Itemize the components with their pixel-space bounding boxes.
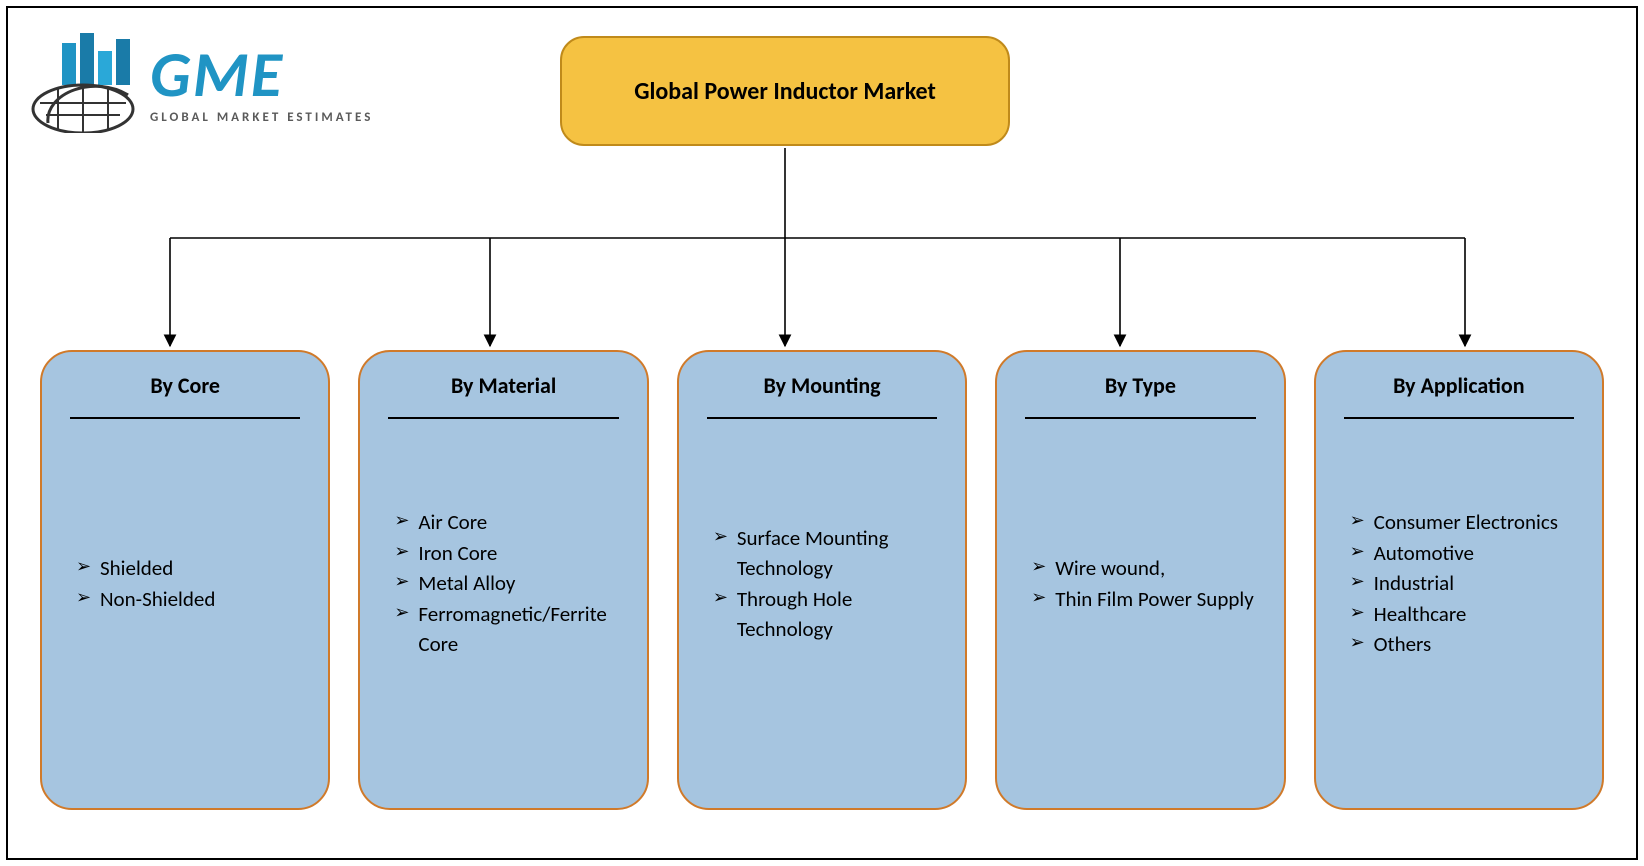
root-node: Global Power Inductor Market	[560, 36, 1010, 146]
branch-row: By Core Shielded Non-Shielded By Materia…	[40, 350, 1604, 810]
branch-items: Consumer Electronics Automotive Industri…	[1338, 419, 1580, 788]
logo-sub-text: GLOBAL MARKET ESTIMATES	[150, 111, 373, 124]
branch-items: Shielded Non-Shielded	[64, 419, 306, 788]
list-item: Others	[1350, 629, 1574, 659]
list-item: Healthcare	[1350, 599, 1574, 629]
root-label: Global Power Inductor Market	[634, 77, 936, 106]
list-item: Surface Mounting Technology	[713, 523, 937, 584]
list-item: Shielded	[76, 553, 300, 583]
logo-text: GME GLOBAL MARKET ESTIMATES	[150, 43, 373, 124]
branch-title: By Type	[1019, 372, 1261, 417]
list-item: Through Hole Technology	[713, 584, 937, 645]
list-item: Non-Shielded	[76, 584, 300, 614]
branch-by-type: By Type Wire wound, Thin Film Power Supp…	[995, 350, 1285, 810]
branch-title: By Application	[1338, 372, 1580, 417]
branch-title: By Material	[382, 372, 624, 417]
branch-items: Wire wound, Thin Film Power Supply	[1019, 419, 1261, 788]
list-item: Automotive	[1350, 538, 1574, 568]
list-item: Thin Film Power Supply	[1031, 584, 1255, 614]
branch-by-core: By Core Shielded Non-Shielded	[40, 350, 330, 810]
branch-by-mounting: By Mounting Surface Mounting Technology …	[677, 350, 967, 810]
branch-title: By Mounting	[701, 372, 943, 417]
branch-items: Surface Mounting Technology Through Hole…	[701, 419, 943, 788]
branch-items: Air Core Iron Core Metal Alloy Ferromagn…	[382, 419, 624, 788]
branch-by-application: By Application Consumer Electronics Auto…	[1314, 350, 1604, 810]
list-item: Wire wound,	[1031, 553, 1255, 583]
list-item: Metal Alloy	[394, 568, 618, 598]
list-item: Iron Core	[394, 538, 618, 568]
logo-main-text: GME	[150, 43, 373, 107]
branch-by-material: By Material Air Core Iron Core Metal All…	[358, 350, 648, 810]
logo-mark-icon	[28, 33, 138, 133]
list-item: Consumer Electronics	[1350, 507, 1574, 537]
list-item: Industrial	[1350, 568, 1574, 598]
list-item: Ferromagnetic/Ferrite Core	[394, 599, 618, 660]
branch-title: By Core	[64, 372, 306, 417]
gme-logo: GME GLOBAL MARKET ESTIMATES	[28, 28, 408, 138]
list-item: Air Core	[394, 507, 618, 537]
